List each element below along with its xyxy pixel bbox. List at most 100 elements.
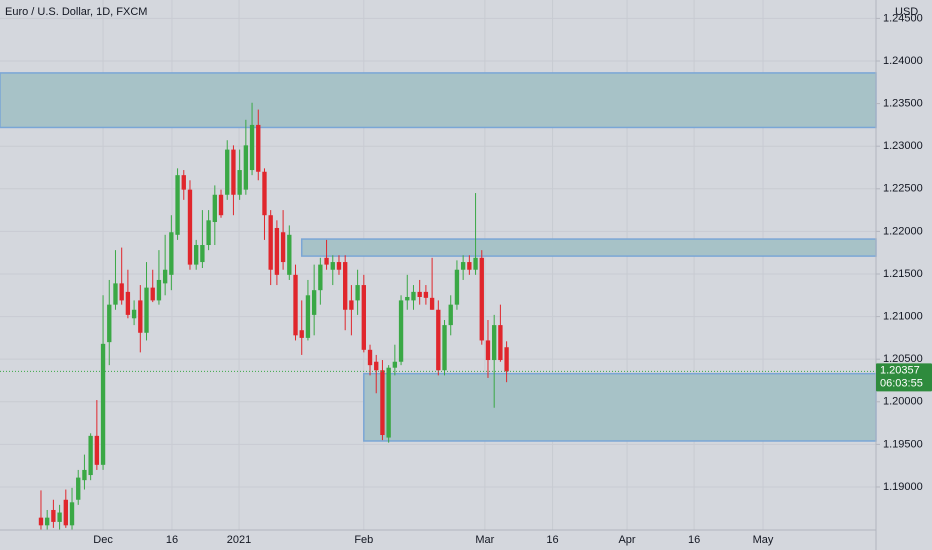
candle-body [63,499,68,526]
candle-body [218,194,224,216]
candle-body [138,300,143,333]
candle-body [119,283,124,301]
y-tick-label: 1.23500 [883,98,923,110]
y-tick-label: 1.20000 [883,396,923,408]
candle-body [243,145,249,190]
last-price-label: 1.20357 [880,364,920,376]
candle-body [262,171,267,216]
candle-body [473,257,478,270]
currency-label: USD [895,6,918,18]
candle-body [225,149,230,195]
candle-body [76,477,81,500]
candle-body [231,149,236,195]
candle-body [448,304,453,326]
y-tick-label: 1.19000 [883,481,923,493]
x-tick-label: 2021 [227,534,251,546]
candle-body [45,517,50,526]
candle-body [311,290,317,315]
candle-body [293,274,298,336]
y-tick-label: 1.24500 [883,12,923,24]
candle-body [100,343,106,465]
x-tick-label: 16 [166,534,178,546]
candle-body [405,296,410,301]
zone [363,372,877,442]
candle-body [392,361,398,368]
candle-body [280,232,286,263]
y-tick-label: 1.21500 [883,268,923,280]
candle-body [88,435,93,476]
candle-body [436,309,441,371]
candle-body [361,285,366,350]
candle-body [150,287,155,301]
candle-body [144,287,149,333]
candle-body [485,340,491,361]
candle-body [113,283,118,305]
candle-body [367,349,373,366]
candle-body [187,189,193,265]
candle-body [423,291,429,298]
candle-body [175,175,180,235]
candle-body [336,262,342,270]
candle-body [330,262,335,270]
candle-body [442,325,447,371]
candle-body [324,257,329,265]
candle-body [131,309,137,319]
y-tick-label: 1.22000 [883,225,923,237]
last-price-box [876,363,932,392]
candle-body [156,279,162,301]
candle-body [169,232,174,275]
candle-body [94,435,100,465]
chart-title: Euro / U.S. Dollar, 1D, FXCM [5,6,147,18]
candle-body [498,325,503,361]
candle-body [162,269,168,284]
candle-body [343,262,348,310]
candle-body [206,220,211,246]
x-tick-label: Mar [475,534,494,546]
zone [0,72,877,129]
candle-body [212,194,217,223]
candle-body [256,124,261,172]
x-tick-label: Apr [618,534,635,546]
y-tick-label: 1.22500 [883,183,923,195]
candle-body [57,512,62,522]
candle-body [274,227,280,275]
candle-body [374,361,379,371]
candle-body [287,234,292,275]
y-tick-label: 1.20500 [883,353,923,365]
y-tick-label: 1.23000 [883,140,923,152]
candle-body [200,245,205,263]
candle-body [460,262,466,270]
x-tick-label: 16 [688,534,700,546]
candle-body [299,330,304,338]
x-tick-label: 16 [546,534,558,546]
candle-body [125,291,131,315]
candle-body [194,245,199,265]
candle-body [318,264,323,291]
candle-body [504,347,509,372]
y-tick-label: 1.24000 [883,55,923,67]
candle-body [429,297,435,310]
x-tick-label: Feb [354,534,373,546]
x-tick-label: May [753,534,774,546]
candle-body [479,257,484,341]
candle-body [249,124,255,171]
candle-body [386,367,391,438]
candle-body [237,170,242,195]
candle-body [38,517,44,526]
candle-body [107,304,112,343]
candle-body [380,370,385,436]
candle-body [355,285,360,301]
candle-body [467,262,472,270]
y-tick-label: 1.21000 [883,310,923,322]
candle-body [268,215,273,270]
zone [300,238,877,257]
candle-body [69,502,75,526]
candle-body [454,269,460,305]
candle-body [411,291,416,301]
candle-body [181,175,186,190]
countdown: 06:03:55 [880,377,923,389]
x-tick-label: Dec [93,534,113,546]
candle-body [305,295,311,338]
